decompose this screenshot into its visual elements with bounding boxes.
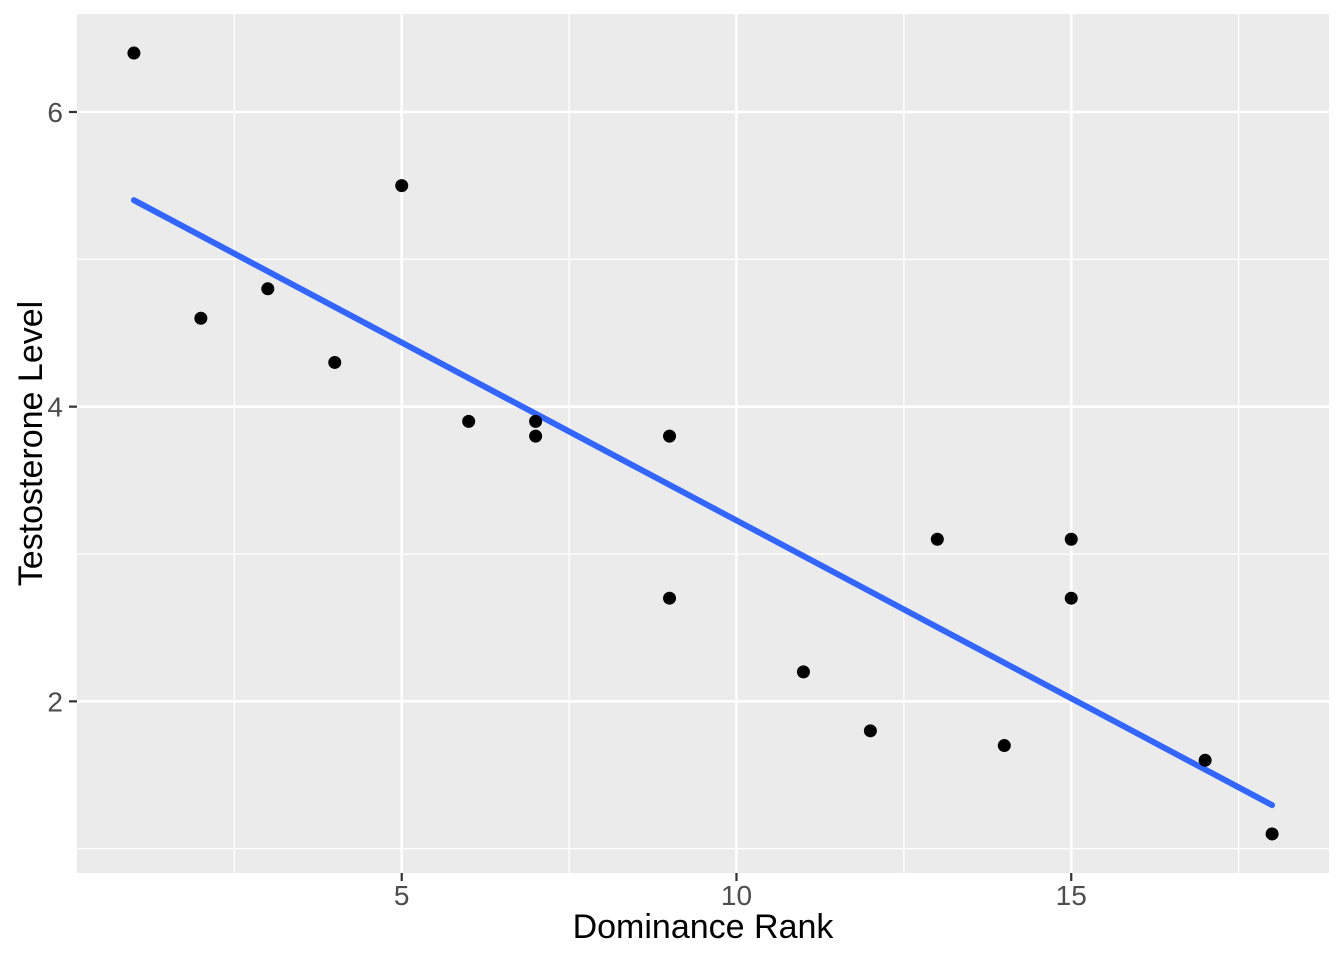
- data-point: [863, 724, 877, 738]
- data-point: [796, 665, 810, 679]
- data-point: [663, 591, 677, 605]
- data-point: [395, 179, 409, 193]
- data-point: [1064, 591, 1078, 605]
- data-point: [261, 282, 275, 296]
- plot-panel: [77, 14, 1329, 873]
- y-axis-tick-label: 2: [47, 686, 63, 717]
- tick-marks-layer: [69, 110, 1073, 881]
- y-axis-tick-label: 6: [47, 97, 63, 128]
- data-point: [930, 532, 944, 546]
- y-axis-tick-label: 4: [47, 392, 63, 423]
- data-point: [997, 739, 1011, 753]
- x-axis-title: Dominance Rank: [573, 908, 835, 946]
- data-points-layer: [127, 46, 1279, 841]
- x-axis-tick-label: 5: [394, 880, 410, 911]
- data-point: [529, 429, 543, 443]
- x-axis-tick-label: 15: [1056, 880, 1087, 911]
- data-point: [1198, 753, 1212, 767]
- data-point: [194, 311, 208, 325]
- y-axis-title: Testosterone Level: [12, 301, 50, 586]
- data-point: [328, 355, 342, 369]
- regression-line: [130, 197, 1276, 809]
- trend-line-layer: [130, 197, 1276, 809]
- data-point: [462, 414, 476, 428]
- data-point: [529, 414, 543, 428]
- tick-labels-layer: 5 10 15 2 4 6: [47, 97, 1086, 911]
- minor-gridlines-layer: [77, 14, 1329, 873]
- data-point: [663, 429, 677, 443]
- panel-background-layer: [77, 14, 1329, 873]
- data-point: [1265, 827, 1279, 841]
- major-gridlines-layer: [77, 14, 1329, 873]
- data-point: [1064, 532, 1078, 546]
- x-axis-tick-label: 10: [721, 880, 752, 911]
- data-point: [127, 46, 141, 60]
